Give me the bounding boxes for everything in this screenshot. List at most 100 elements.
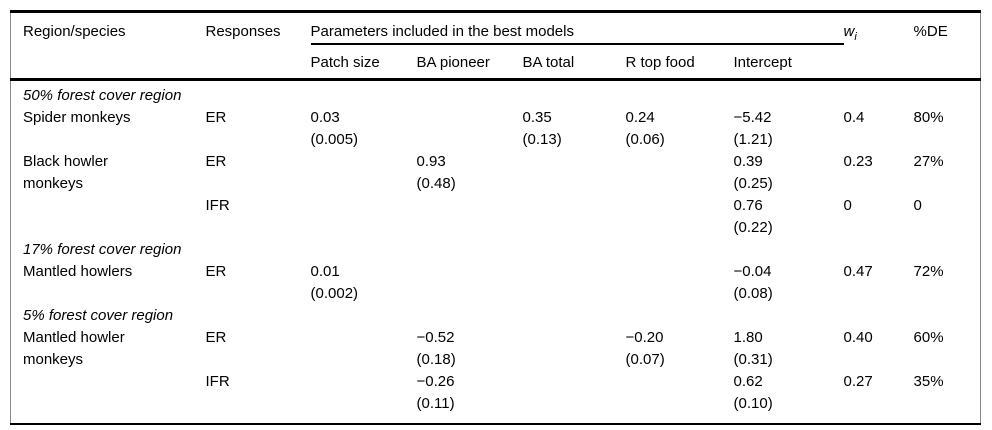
standard-error: (0.07) <box>625 351 665 368</box>
cell-r-top-food <box>626 195 734 239</box>
cell-species: Mantled howlers <box>11 261 206 305</box>
deviance-value: 80% <box>913 109 944 126</box>
cell-response: ER <box>206 327 311 371</box>
col-header-intercept: Intercept <box>733 44 844 81</box>
species-line: Mantled howlers <box>23 263 133 280</box>
cell-intercept: 0.76 (0.22) <box>734 195 844 239</box>
weight-symbol: w <box>843 23 855 40</box>
cell-intercept: 0.39 (0.25) <box>734 151 844 195</box>
estimate-value: −0.26 <box>416 373 455 390</box>
cell-r-top-food <box>626 371 734 424</box>
cell-species: Black howler monkeys <box>11 151 206 195</box>
cell-ba-total: 0.35 (0.13) <box>523 107 626 151</box>
standard-error: (0.31) <box>733 351 773 368</box>
cell-deviance: 0 <box>914 195 981 239</box>
best-models-table: Region/species Responses Parameters incl… <box>10 10 982 425</box>
table-row-mantled-howler-monkeys-ifr: IFR −0.26 (0.11) 0.62 (0.10) 0.27 35% <box>11 371 981 424</box>
cell-r-top-food: 0.24 (0.06) <box>626 107 734 151</box>
standard-error: (0.11) <box>416 395 455 412</box>
species-line: monkeys <box>23 175 84 192</box>
cell-intercept: −0.04 (0.08) <box>734 261 844 305</box>
estimate-value: 0.39 <box>733 153 763 170</box>
estimate-value: 0.03 <box>310 109 340 126</box>
section-label: 50% forest cover region <box>23 87 182 104</box>
cell-response: ER <box>206 107 311 151</box>
col-header-responses: Responses <box>205 11 311 81</box>
cell-deviance: 60% <box>914 327 981 371</box>
section-row-5-percent: 5% forest cover region <box>11 305 981 327</box>
cell-ba-total <box>523 327 626 371</box>
cell-ba-pioneer <box>417 195 523 239</box>
cell-ba-total <box>523 261 626 305</box>
table-header: Region/species Responses Parameters incl… <box>10 11 981 81</box>
cell-patch-size: 0.03 (0.005) <box>311 107 417 151</box>
cell-species <box>11 195 206 239</box>
cell-species: Mantled howler monkeys <box>11 327 206 371</box>
table-row-black-howler-ifr: IFR 0.76 (0.22) 0 0 <box>11 195 981 239</box>
weight-value: 0.40 <box>843 329 873 346</box>
cell-r-top-food: −0.20 (0.07) <box>626 327 734 371</box>
deviance-value: 35% <box>913 373 944 390</box>
weight-value: 0.27 <box>843 373 873 390</box>
cell-ba-pioneer: −0.52 (0.18) <box>417 327 523 371</box>
weight-value: 0.47 <box>843 263 873 280</box>
estimate-value: −0.52 <box>416 329 455 346</box>
section-row-17-percent: 17% forest cover region <box>11 239 981 261</box>
col-header-deviance: %DE <box>913 11 981 81</box>
cell-deviance: 72% <box>914 261 981 305</box>
cell-intercept: 0.62 (0.10) <box>734 371 844 424</box>
cell-weight: 0.23 <box>844 151 914 195</box>
section-row-50-percent: 50% forest cover region <box>11 80 981 108</box>
standard-error: (0.18) <box>416 351 456 368</box>
table-row-black-howler-er: Black howler monkeys ER 0.93 (0.48) 0.39 (0… <box>11 151 981 195</box>
species-line: monkeys <box>23 351 84 368</box>
standard-error: (0.002) <box>310 285 359 302</box>
table-row-mantled-howler-monkeys-er: Mantled howler monkeys ER −0.52 (0.18) −0.… <box>11 327 981 371</box>
weight-value: 0 <box>843 197 852 214</box>
species-line: Black howler <box>23 153 109 170</box>
weight-value: 0.23 <box>843 153 873 170</box>
response-value: IFR <box>205 197 230 214</box>
table-row-mantled-howlers-er: Mantled howlers ER 0.01 (0.002) −0.04 (0.0… <box>11 261 981 305</box>
estimate-value: −5.42 <box>733 109 772 126</box>
standard-error: (0.08) <box>733 285 773 302</box>
estimate-value: −0.04 <box>733 263 772 280</box>
species-line: Spider monkeys <box>23 109 131 126</box>
cell-patch-size <box>311 195 417 239</box>
cell-response: IFR <box>206 195 311 239</box>
deviance-value: 72% <box>913 263 944 280</box>
col-header-r-top-food: R top food <box>625 44 734 81</box>
standard-error: (0.06) <box>625 131 665 148</box>
section-label: 17% forest cover region <box>23 241 182 258</box>
deviance-value: 60% <box>913 329 944 346</box>
response-value: ER <box>205 109 227 126</box>
cell-r-top-food <box>626 151 734 195</box>
table-row-spider-monkeys-er: Spider monkeys ER 0.03 (0.005) 0.35 (0.13)… <box>11 107 981 151</box>
estimate-value: 0.93 <box>416 153 446 170</box>
cell-ba-pioneer <box>417 261 523 305</box>
standard-error: (0.25) <box>733 175 773 192</box>
weight-value: 0.4 <box>843 109 865 126</box>
cell-intercept: −5.42 (1.21) <box>734 107 844 151</box>
estimate-value: 0.76 <box>733 197 763 214</box>
cell-patch-size <box>311 327 417 371</box>
estimate-value: 0.01 <box>310 263 340 280</box>
cell-deviance: 35% <box>914 371 981 424</box>
estimate-value: 0.35 <box>522 109 552 126</box>
estimate-value: 0.62 <box>733 373 763 390</box>
table-body: 50% forest cover region Spider monkeys E… <box>11 80 981 425</box>
response-value: ER <box>205 153 227 170</box>
standard-error: (0.13) <box>522 131 562 148</box>
standard-error: (0.005) <box>310 131 359 148</box>
cell-deviance: 27% <box>914 151 981 195</box>
cell-species: Spider monkeys <box>11 107 206 151</box>
col-header-region-species: Region/species <box>10 11 206 81</box>
response-value: ER <box>205 263 227 280</box>
cell-weight: 0.40 <box>844 327 914 371</box>
col-header-ba-pioneer: BA pioneer <box>416 44 523 81</box>
cell-intercept: 1.80 (0.31) <box>734 327 844 371</box>
cell-response: ER <box>206 151 311 195</box>
cell-response: IFR <box>206 371 311 424</box>
estimate-value: 0.24 <box>625 109 655 126</box>
